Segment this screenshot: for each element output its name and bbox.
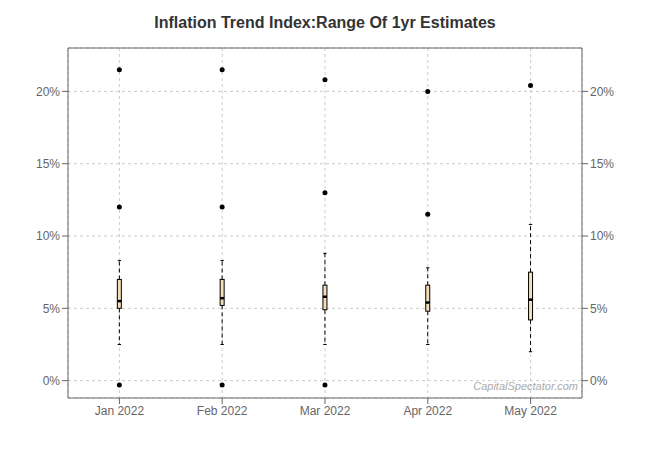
- svg-text:0%: 0%: [43, 374, 61, 388]
- svg-text:20%: 20%: [36, 85, 60, 99]
- svg-text:0%: 0%: [590, 374, 608, 388]
- svg-text:Feb 2022: Feb 2022: [197, 404, 248, 418]
- svg-text:Jan 2022: Jan 2022: [95, 404, 145, 418]
- svg-text:10%: 10%: [590, 229, 614, 243]
- svg-text:Apr 2022: Apr 2022: [403, 404, 452, 418]
- html-text:Inflation Trend Index:Range Of: Inflation Trend Index:Range Of 1yr Estim…: [154, 14, 496, 31]
- svg-text:May 2022: May 2022: [504, 404, 557, 418]
- svg-text:15%: 15%: [36, 157, 60, 171]
- svg-text:20%: 20%: [590, 85, 614, 99]
- svg-text:10%: 10%: [36, 229, 60, 243]
- svg-text:Mar 2022: Mar 2022: [300, 404, 351, 418]
- svg-text:5%: 5%: [590, 302, 608, 316]
- svg-text:15%: 15%: [590, 157, 614, 171]
- svg-text:5%: 5%: [43, 302, 61, 316]
- html-text:CapitalSpectator.com: CapitalSpectator.com: [473, 380, 578, 392]
